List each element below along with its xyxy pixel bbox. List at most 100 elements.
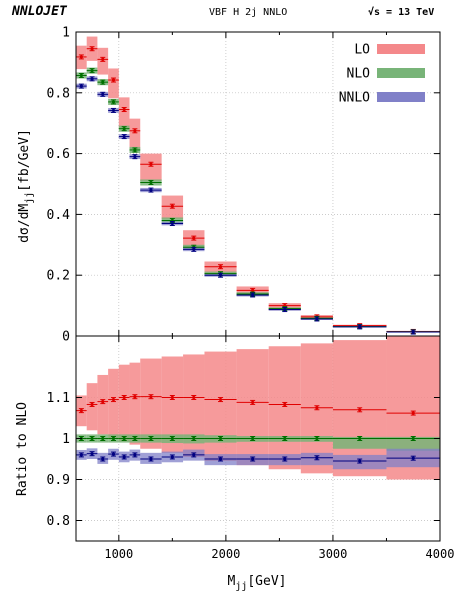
ratio-point-lo-bin-8 xyxy=(191,395,197,400)
ratio-point-nlo-bin-7 xyxy=(169,436,175,441)
ratio-point-lo-bin-11 xyxy=(282,401,288,407)
ratio-point-dot-lo-5 xyxy=(133,395,137,399)
main-point-dot-nlo-4 xyxy=(122,127,126,131)
main-point-dot-lo-1 xyxy=(90,47,94,51)
ratio-point-dot-nnlo-9 xyxy=(218,457,223,461)
ratio-band-lo-bin-5 xyxy=(129,362,141,445)
ratio-point-lo-bin-7 xyxy=(169,395,175,400)
main-point-nlo-bin-4 xyxy=(121,126,127,132)
main-point-nlo-bin-2 xyxy=(100,79,106,85)
x-tick-label-1000: 1000 xyxy=(104,547,133,561)
ratio-point-dot-nlo-13 xyxy=(358,436,362,441)
ratio-points xyxy=(76,394,440,464)
ratio-point-nnlo-bin-6 xyxy=(148,456,154,462)
ratio-point-dot-nlo-5 xyxy=(133,436,137,441)
main-point-nnlo-bin-7 xyxy=(169,221,175,227)
main-point-lo-bin-2 xyxy=(100,56,106,62)
ratio-band-lo-bin-2 xyxy=(97,374,109,435)
main-band-lo-bin-3 xyxy=(108,68,119,99)
ratio-point-dot-nlo-3 xyxy=(111,436,116,441)
main-point-dot-lo-10 xyxy=(251,288,255,292)
ratio-point-nnlo-bin-14 xyxy=(410,455,416,461)
ratio-point-dot-lo-4 xyxy=(122,395,126,400)
y-tick-label-0-9: 0.9 xyxy=(47,473,70,488)
main-point-nnlo-bin-6 xyxy=(148,187,154,193)
main-point-dot-nnlo-1 xyxy=(90,77,94,81)
ratio-band-lo-bin-4 xyxy=(118,364,130,442)
y-tick-label-1-1: 1.1 xyxy=(47,391,70,406)
x-tick-label-4000: 4000 xyxy=(426,547,455,561)
main-point-dot-nnlo-2 xyxy=(101,92,105,96)
ratio-point-dot-nnlo-5 xyxy=(133,453,137,457)
y-tick-label-1: 1 xyxy=(62,432,70,447)
main-band-lo-bin-5 xyxy=(129,118,141,150)
legend-swatch-nnlo xyxy=(377,92,425,102)
ratio-point-nnlo-bin-11 xyxy=(282,456,288,462)
main-point-nlo-bin-5 xyxy=(132,147,138,153)
ratio-point-nnlo-bin-10 xyxy=(250,456,256,462)
main-ticks: 0 0.2 0.4 0.6 0.8 1 xyxy=(47,26,441,345)
main-point-nlo-bin-6 xyxy=(148,179,154,185)
main-point-nnlo-bin-0 xyxy=(78,83,84,89)
main-point-dot-nnlo-10 xyxy=(251,293,255,297)
main-bands xyxy=(76,36,440,333)
ratio-point-dot-lo-13 xyxy=(358,408,362,412)
ratio-point-nlo-bin-10 xyxy=(250,436,256,441)
ratio-band-lo-bin-10 xyxy=(236,349,269,466)
main-point-dot-nlo-0 xyxy=(79,73,83,78)
ratio-band-lo-bin-11 xyxy=(268,346,301,470)
ratio-band-nlo-bin-13 xyxy=(332,436,387,449)
main-point-dot-nlo-1 xyxy=(90,69,94,73)
ratio-point-dot-nnlo-1 xyxy=(90,452,94,456)
ratio-point-nlo-bin-14 xyxy=(410,436,416,441)
ratio-point-lo-bin-9 xyxy=(218,397,224,403)
legend-label-nlo: NLO xyxy=(347,67,371,82)
ratio-point-nlo-bin-12 xyxy=(314,436,320,441)
ratio-point-dot-lo-0 xyxy=(79,409,83,413)
ratio-bands xyxy=(76,336,440,480)
ratio-point-dot-nnlo-10 xyxy=(251,457,255,461)
y-tick-label-0-2: 0.2 xyxy=(47,269,70,284)
ratio-point-lo-bin-4 xyxy=(121,395,127,400)
main-point-dot-lo-0 xyxy=(79,55,83,59)
y-tick-label-0: 0 xyxy=(62,330,70,345)
main-y-axis-label-sub: jj xyxy=(24,192,35,204)
main-panel: 0 0.2 0.4 0.6 0.8 1 LO NLO NNLO dσ/dMjj[fb/GeV] xyxy=(17,26,441,345)
main-point-lo-bin-1 xyxy=(89,46,95,52)
main-point-dot-nnlo-7 xyxy=(170,221,174,226)
ratio-point-dot-nnlo-8 xyxy=(192,453,196,457)
ratio-point-nlo-bin-4 xyxy=(121,436,127,441)
main-point-dot-nnlo-3 xyxy=(111,108,116,113)
ratio-point-lo-bin-1 xyxy=(89,401,95,407)
main-point-dot-nnlo-9 xyxy=(218,273,223,277)
main-point-nnlo-bin-10 xyxy=(250,292,256,298)
ratio-point-lo-bin-14 xyxy=(410,410,416,416)
ratio-point-dot-nlo-8 xyxy=(192,436,196,441)
main-point-dot-nnlo-13 xyxy=(358,325,362,329)
x-axis-label-main: M xyxy=(227,574,235,589)
ratio-point-nlo-bin-8 xyxy=(191,436,197,441)
main-y-axis-label-main: dσ/dM xyxy=(17,204,32,243)
ratio-point-nnlo-bin-2 xyxy=(100,456,106,462)
main-point-nnlo-bin-3 xyxy=(110,107,116,113)
ratio-point-dot-nlo-2 xyxy=(101,436,105,441)
main-point-dot-nlo-5 xyxy=(133,148,137,152)
main-point-dot-nlo-2 xyxy=(101,80,105,84)
main-y-axis-label: dσ/dMjj[fb/GeV] xyxy=(17,129,35,243)
x-axis-label-sub: jj xyxy=(235,581,247,592)
main-point-dot-nlo-3 xyxy=(111,100,116,104)
ratio-point-nnlo-bin-5 xyxy=(132,452,138,458)
ratio-point-nlo-bin-13 xyxy=(357,436,363,441)
x-tick-label-3000: 3000 xyxy=(318,547,347,561)
ratio-band-lo-bin-3 xyxy=(108,368,119,439)
energy-label: √s = 13 TeV xyxy=(368,6,434,18)
ratio-point-lo-bin-10 xyxy=(250,399,256,405)
ratio-point-dot-nnlo-12 xyxy=(315,456,319,460)
main-point-nnlo-bin-12 xyxy=(314,316,320,322)
ratio-y-axis-label: Ratio to NLO xyxy=(15,402,30,496)
main-y-axis-label-units: [fb/GeV] xyxy=(17,129,32,192)
ratio-point-nlo-bin-11 xyxy=(282,436,288,441)
ratio-band-lo-bin-8 xyxy=(183,354,205,457)
main-band-lo-bin-4 xyxy=(118,97,130,128)
